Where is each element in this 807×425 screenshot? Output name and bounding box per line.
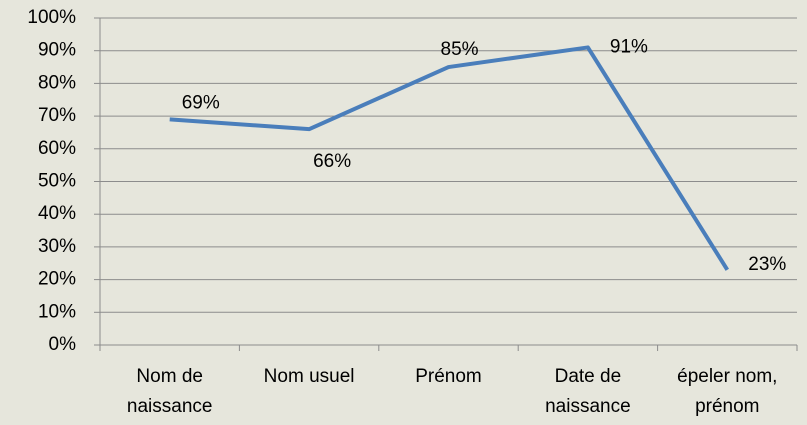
- series-line: [169, 45, 729, 271]
- y-tick-label: 20%: [38, 269, 76, 290]
- data-label: 69%: [182, 92, 220, 113]
- data-label: 91%: [610, 36, 648, 57]
- y-tick-label: 0%: [49, 334, 77, 355]
- data-label: 85%: [441, 39, 479, 60]
- y-tick-label: 30%: [38, 236, 76, 257]
- y-tick-label: 50%: [38, 171, 76, 192]
- y-tick-label: 100%: [27, 7, 76, 28]
- x-tick-label: Prénom: [415, 366, 482, 387]
- x-tick-label: Nom usuel: [263, 366, 355, 387]
- x-tick-label: Date de naissance: [545, 366, 631, 417]
- data-label: 23%: [748, 254, 786, 275]
- y-tick-label: 40%: [38, 203, 76, 224]
- x-tick-label: Nom de naissance: [126, 366, 213, 417]
- y-tick-label: 80%: [38, 72, 76, 93]
- data-label: 66%: [313, 151, 351, 172]
- y-tick-label: 10%: [38, 301, 76, 322]
- x-tick-label: épeler nom, prénom: [677, 366, 778, 417]
- y-tick-label: 70%: [38, 105, 76, 126]
- y-tick-label: 60%: [38, 138, 76, 159]
- y-tick-label: 90%: [38, 40, 76, 61]
